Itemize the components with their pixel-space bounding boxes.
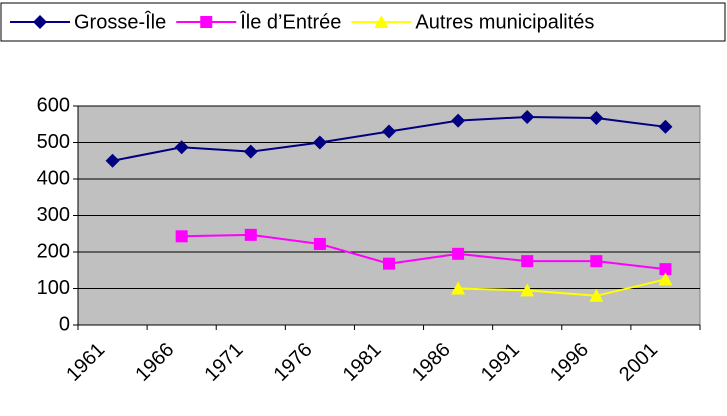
x-tick-label: 1996 bbox=[546, 339, 593, 386]
marker bbox=[589, 288, 604, 302]
marker bbox=[520, 109, 535, 124]
y-tick-label: 400 bbox=[37, 167, 70, 189]
marker bbox=[174, 140, 189, 155]
marker bbox=[33, 15, 47, 29]
legend-item: Grosse-Île bbox=[10, 10, 166, 33]
x-tick-label: 1966 bbox=[131, 339, 178, 386]
legend-label: Île d’Entrée bbox=[239, 10, 341, 33]
x-tick-label: 1971 bbox=[200, 339, 247, 386]
marker bbox=[244, 228, 257, 241]
marker bbox=[312, 135, 327, 150]
marker bbox=[659, 263, 672, 276]
y-tick-label: 300 bbox=[37, 204, 70, 226]
marker bbox=[374, 15, 389, 28]
marker bbox=[175, 230, 188, 243]
marker bbox=[521, 255, 534, 268]
legend-item: Autres municipalités bbox=[351, 11, 594, 33]
marker bbox=[520, 283, 535, 297]
y-tick-label: 100 bbox=[37, 277, 70, 299]
x-tick-label: 2001 bbox=[615, 339, 662, 386]
marker bbox=[383, 257, 395, 270]
marker bbox=[105, 153, 120, 168]
legend-label: Grosse-Île bbox=[74, 10, 166, 33]
marker bbox=[243, 144, 258, 159]
marker bbox=[658, 119, 673, 134]
marker bbox=[658, 272, 673, 286]
y-tick-label: 500 bbox=[37, 131, 70, 153]
marker bbox=[200, 16, 213, 28]
x-tick-label: 1991 bbox=[477, 339, 524, 386]
legend-item: Île d’Entrée bbox=[176, 10, 341, 33]
marker bbox=[590, 255, 603, 268]
y-tick-label: 0 bbox=[59, 313, 70, 335]
x-tick-label: 1976 bbox=[270, 339, 317, 386]
y-tick-label: 600 bbox=[37, 94, 70, 116]
x-tick-label: 1961 bbox=[62, 339, 109, 386]
marker bbox=[452, 247, 465, 260]
x-tick-label: 1986 bbox=[408, 339, 455, 386]
legend-label: Autres municipalités bbox=[415, 11, 594, 33]
marker bbox=[313, 237, 326, 250]
marker bbox=[451, 281, 466, 295]
marker bbox=[451, 113, 466, 128]
series-line bbox=[458, 278, 666, 297]
series-line bbox=[181, 233, 666, 271]
marker bbox=[589, 111, 604, 126]
y-tick-label: 200 bbox=[37, 240, 70, 262]
x-tick-label: 1981 bbox=[339, 339, 386, 386]
marker bbox=[382, 124, 396, 139]
